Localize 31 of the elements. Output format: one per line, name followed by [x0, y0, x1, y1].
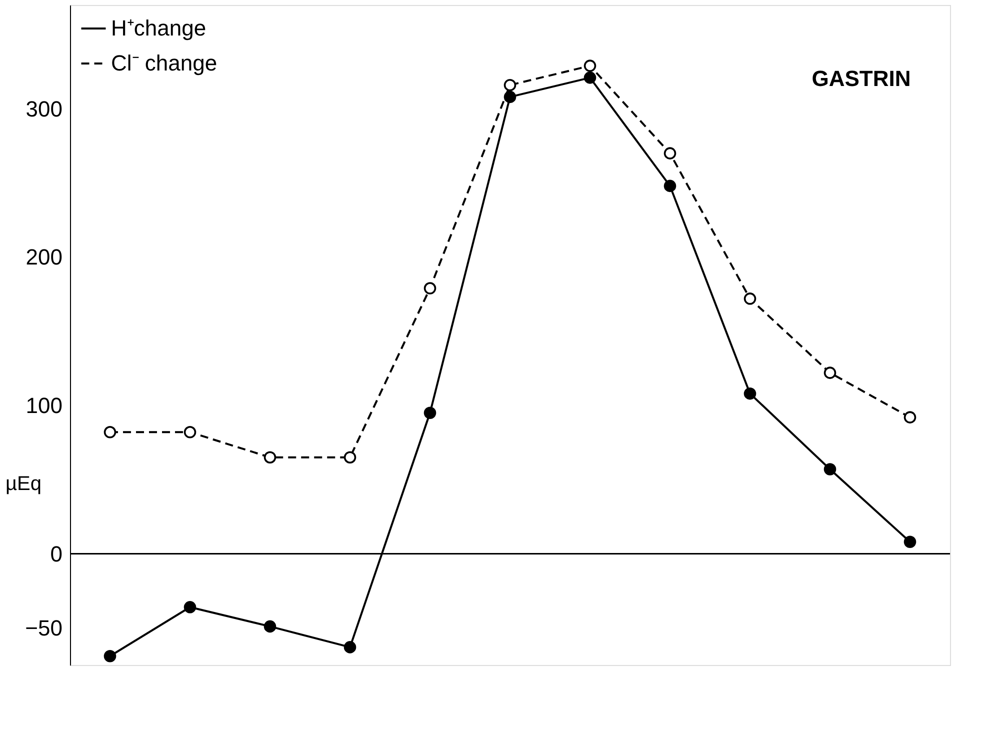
- point: [424, 406, 436, 419]
- point: [824, 463, 836, 476]
- point: [504, 78, 516, 92]
- point: [184, 601, 196, 614]
- point: [744, 292, 756, 305]
- y-tick-label: 300: [26, 96, 62, 122]
- point: [664, 180, 676, 192]
- point: [904, 536, 916, 548]
- point: [344, 641, 356, 654]
- legend-label: Cl⁻ change: [111, 50, 218, 76]
- point: [504, 90, 516, 104]
- point: [184, 426, 196, 438]
- point: [104, 650, 116, 662]
- y-tick-label: −50: [25, 615, 62, 640]
- point: [344, 451, 356, 464]
- y-tick-label: 0: [50, 541, 62, 566]
- point: [264, 451, 276, 464]
- legend-label: H⁺change: [111, 16, 206, 40]
- point: [664, 147, 676, 160]
- y-tick-label: 200: [26, 244, 62, 270]
- point: [584, 60, 596, 72]
- point: [904, 411, 916, 424]
- point: [264, 620, 276, 633]
- point: [824, 366, 836, 379]
- point: [104, 426, 116, 438]
- y-tick-label: 100: [26, 392, 62, 418]
- y-axis-title: µEq: [6, 472, 42, 495]
- point: [584, 72, 596, 84]
- text: GASTRIN: [812, 66, 911, 91]
- point: [424, 282, 436, 294]
- point: [744, 387, 756, 400]
